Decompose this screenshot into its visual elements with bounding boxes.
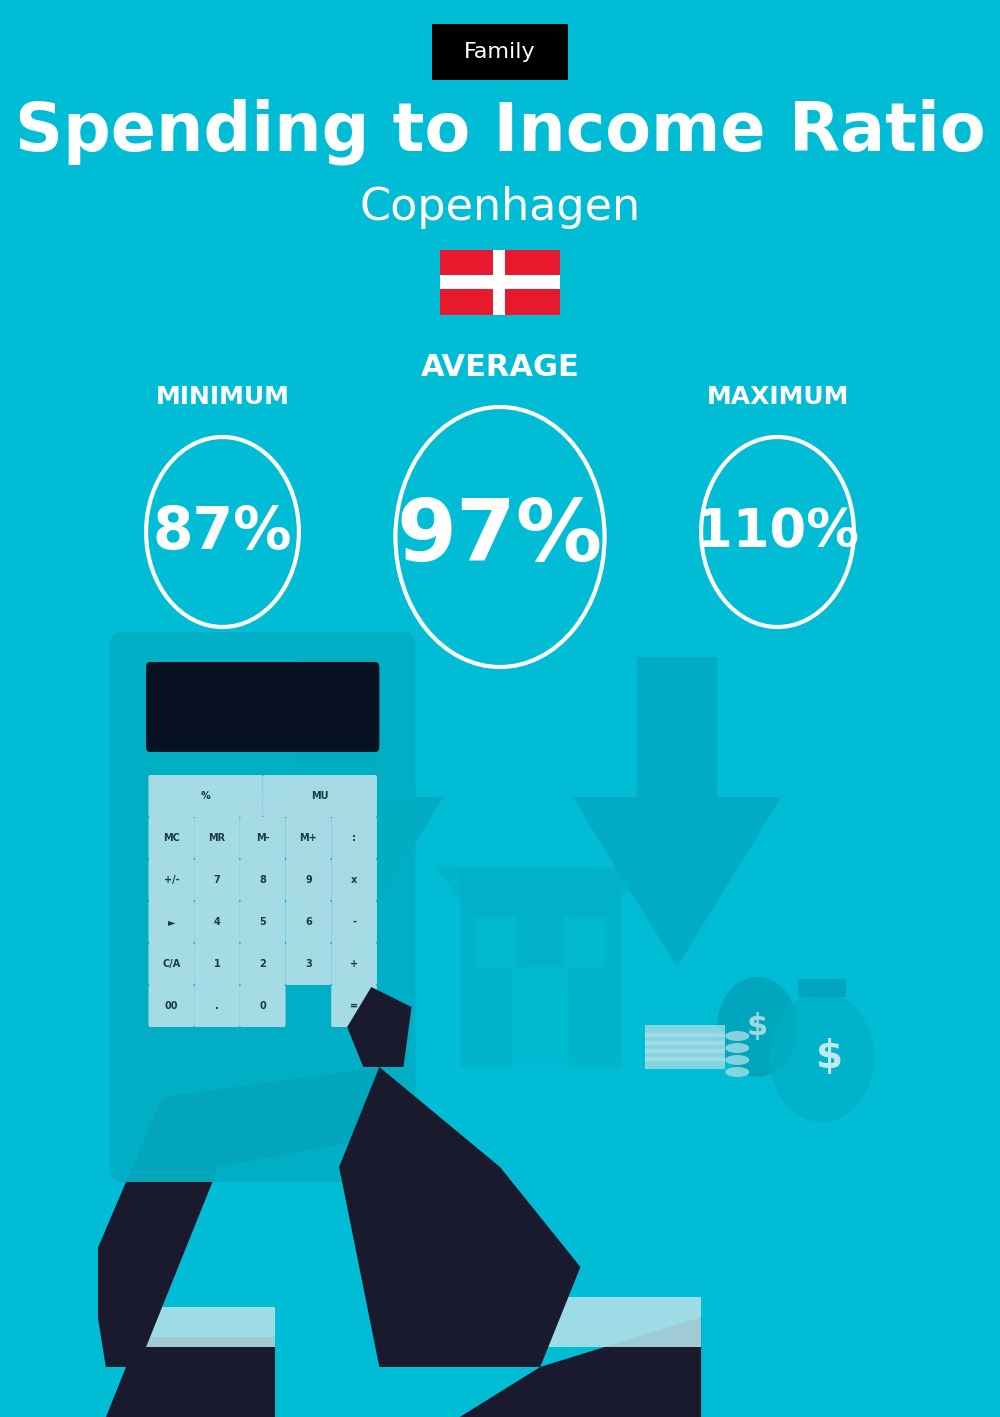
Text: 6: 6 (305, 917, 312, 927)
Text: 0: 0 (259, 1000, 266, 1010)
Bar (564, 917, 605, 966)
Ellipse shape (725, 1056, 749, 1066)
FancyBboxPatch shape (331, 985, 377, 1027)
Text: Spending to Income Ratio: Spending to Income Ratio (15, 99, 985, 166)
Text: x: x (351, 876, 357, 886)
Text: 2: 2 (259, 959, 266, 969)
FancyBboxPatch shape (148, 859, 194, 901)
FancyBboxPatch shape (194, 859, 240, 901)
FancyBboxPatch shape (240, 859, 286, 901)
Polygon shape (500, 1297, 701, 1348)
FancyBboxPatch shape (148, 775, 263, 818)
Polygon shape (460, 1316, 701, 1417)
Text: 00: 00 (165, 1000, 178, 1010)
Text: 5: 5 (259, 917, 266, 927)
Text: 9: 9 (305, 876, 312, 886)
FancyBboxPatch shape (240, 942, 286, 985)
FancyBboxPatch shape (146, 662, 379, 752)
FancyBboxPatch shape (286, 859, 331, 901)
Ellipse shape (725, 1032, 749, 1041)
FancyBboxPatch shape (286, 942, 331, 985)
Text: MC: MC (163, 833, 180, 843)
Text: AVERAGE: AVERAGE (421, 353, 579, 381)
Bar (645, 1024, 725, 1037)
Bar (798, 979, 846, 998)
FancyBboxPatch shape (148, 901, 194, 942)
Text: MAXIMUM: MAXIMUM (706, 385, 849, 410)
Text: 97%: 97% (397, 496, 603, 578)
FancyBboxPatch shape (148, 818, 194, 859)
Bar (476, 917, 516, 966)
FancyBboxPatch shape (432, 24, 568, 79)
Polygon shape (90, 1067, 379, 1367)
FancyBboxPatch shape (331, 942, 377, 985)
Text: =: = (350, 1000, 358, 1010)
Bar (645, 1049, 725, 1061)
Bar (493, 249, 505, 315)
Polygon shape (436, 867, 645, 1007)
Text: 1: 1 (214, 959, 220, 969)
Text: 110%: 110% (696, 506, 859, 558)
Text: 4: 4 (214, 917, 220, 927)
Bar (645, 1033, 725, 1044)
Text: $: $ (747, 1013, 768, 1041)
FancyBboxPatch shape (263, 775, 377, 818)
Text: C/A: C/A (162, 959, 180, 969)
Polygon shape (572, 657, 782, 966)
FancyBboxPatch shape (148, 942, 194, 985)
Text: +: + (350, 959, 358, 969)
FancyBboxPatch shape (331, 818, 377, 859)
Bar (645, 1041, 725, 1053)
Circle shape (717, 976, 798, 1077)
Text: MINIMUM: MINIMUM (156, 385, 289, 410)
Bar (512, 966, 568, 1067)
Ellipse shape (725, 1043, 749, 1053)
Text: 7: 7 (214, 876, 220, 886)
Text: 8: 8 (259, 876, 266, 886)
FancyBboxPatch shape (331, 901, 377, 942)
Text: Family: Family (464, 43, 536, 62)
FancyBboxPatch shape (240, 985, 286, 1027)
FancyBboxPatch shape (240, 901, 286, 942)
Text: -: - (352, 917, 356, 927)
Text: Copenhagen: Copenhagen (359, 186, 641, 228)
Ellipse shape (725, 1067, 749, 1077)
FancyBboxPatch shape (286, 818, 331, 859)
FancyBboxPatch shape (331, 859, 377, 901)
FancyBboxPatch shape (148, 985, 194, 1027)
FancyBboxPatch shape (194, 942, 240, 985)
Text: MR: MR (208, 833, 226, 843)
Text: 87%: 87% (153, 503, 292, 561)
Text: MU: MU (311, 791, 329, 801)
Text: %: % (201, 791, 210, 801)
FancyBboxPatch shape (194, 901, 240, 942)
Text: 3: 3 (305, 959, 312, 969)
Text: +/-: +/- (164, 876, 179, 886)
Text: $: $ (816, 1039, 843, 1076)
FancyBboxPatch shape (110, 632, 416, 1182)
Bar (440, 249, 560, 315)
Circle shape (769, 992, 874, 1122)
Polygon shape (235, 657, 444, 966)
Bar (460, 867, 621, 1067)
Text: M-: M- (256, 833, 270, 843)
FancyBboxPatch shape (286, 901, 331, 942)
Bar (645, 1057, 725, 1068)
Polygon shape (106, 1338, 275, 1417)
Polygon shape (347, 988, 412, 1067)
Bar (440, 275, 560, 289)
FancyBboxPatch shape (240, 818, 286, 859)
Text: M+: M+ (300, 833, 317, 843)
Text: ►: ► (168, 917, 175, 927)
Polygon shape (339, 1067, 580, 1367)
Text: :: : (352, 833, 356, 843)
Text: .: . (215, 1000, 219, 1010)
FancyBboxPatch shape (194, 818, 240, 859)
FancyBboxPatch shape (194, 985, 240, 1027)
Polygon shape (138, 1306, 275, 1348)
